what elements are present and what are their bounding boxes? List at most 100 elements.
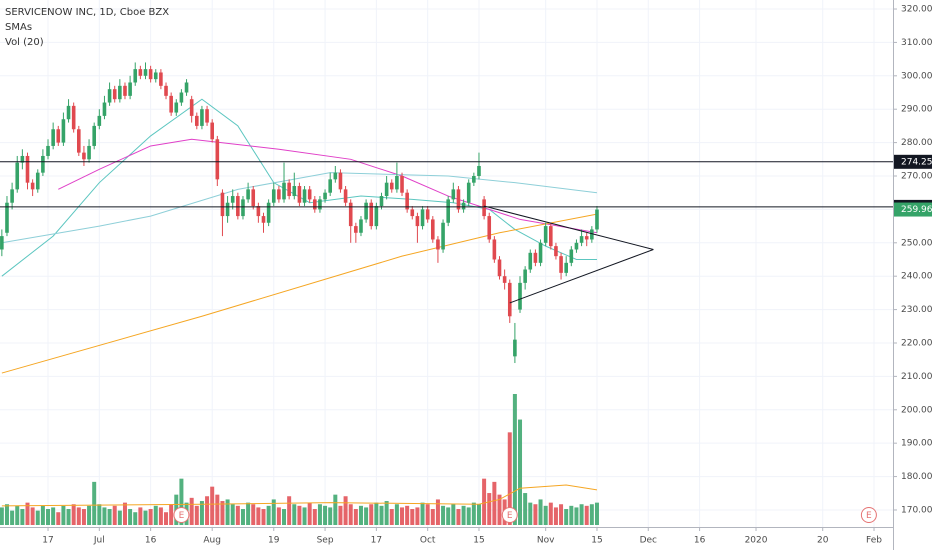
candle-body: [323, 192, 327, 200]
volume-bar: [302, 507, 307, 525]
candle-body: [538, 242, 543, 263]
candle-body: [143, 69, 148, 76]
x-tick-label: 15: [591, 536, 602, 546]
volume-bar: [400, 507, 405, 525]
event-label: E: [179, 511, 185, 521]
volume-bar: [317, 504, 322, 525]
candle-body: [230, 196, 235, 203]
candle-body: [318, 199, 322, 210]
volume-bar: [51, 507, 56, 525]
trendline: [483, 205, 654, 250]
candle-body: [287, 182, 291, 197]
x-tick-label: Sep: [317, 536, 334, 546]
volume-bar: [589, 504, 594, 525]
candle-body: [46, 145, 50, 156]
volume-bar: [420, 502, 425, 525]
candle-body: [10, 189, 14, 203]
volume-bar: [122, 502, 127, 525]
volume-bar: [194, 505, 199, 525]
candle-body: [466, 182, 471, 203]
volume-bar: [543, 505, 548, 525]
x-tick-label: 16: [145, 536, 157, 546]
candle-body: [123, 85, 127, 96]
x-tick-label: Dec: [640, 536, 657, 546]
volume-ma-line: [1, 484, 598, 507]
candle-body: [533, 252, 538, 263]
volume-bar: [569, 505, 574, 525]
candle-body: [472, 176, 476, 183]
volume-bar: [138, 507, 143, 525]
x-tick-label: Aug: [203, 536, 221, 546]
candle-body: [461, 202, 466, 210]
volume-bar: [364, 507, 369, 525]
volume-bar: [333, 494, 338, 525]
volume-bar: [30, 507, 35, 525]
candle-body: [364, 202, 368, 220]
x-tick-label: 19: [268, 536, 280, 546]
candle-body: [584, 236, 589, 240]
candle-body: [492, 239, 497, 260]
candle-body: [66, 105, 71, 120]
volume-bar: [35, 510, 40, 525]
volume-bar: [369, 504, 374, 525]
volume-bar: [533, 504, 538, 525]
volume-bar: [343, 496, 348, 525]
volume-bar: [230, 504, 235, 525]
candle-body: [497, 259, 502, 277]
volume-bar: [487, 493, 492, 525]
candle-body: [354, 226, 358, 233]
volume-bar: [76, 507, 81, 525]
event-marker: [173, 507, 190, 523]
volume-bar: [456, 509, 461, 525]
candle-body: [56, 129, 61, 143]
candle-body: [482, 199, 486, 217]
candle-body: [389, 182, 394, 190]
volume-bar: [117, 510, 122, 525]
volume-bar: [441, 505, 446, 525]
x-tick-label: Nov: [537, 536, 555, 546]
volume-bar: [235, 505, 240, 525]
candle-body: [292, 186, 297, 197]
candle-body: [569, 249, 574, 263]
candle-body: [82, 152, 86, 160]
x-tick-label: 17: [371, 536, 382, 546]
volume-bar: [307, 502, 312, 525]
last-price-label: 259.96: [901, 205, 932, 215]
candle-body: [133, 69, 138, 83]
volume-bar: [246, 502, 251, 525]
volume-bar: [153, 505, 158, 525]
volume-bar: [179, 478, 184, 525]
event-marker: [501, 507, 518, 523]
candle-body: [184, 82, 189, 93]
volume-bar: [512, 394, 517, 525]
volume-bar: [430, 509, 435, 525]
candle-body: [112, 89, 117, 100]
volume-bar: [312, 509, 317, 525]
candle-body: [420, 209, 425, 227]
candle-body: [446, 199, 450, 223]
candle-body: [328, 179, 332, 193]
volume-bar: [164, 512, 169, 525]
volume-bar: [482, 478, 487, 525]
candle-body: [87, 145, 91, 160]
event-marker: [860, 507, 877, 523]
candle-body: [313, 199, 317, 210]
volume-bar: [107, 509, 112, 525]
event-label: E: [866, 511, 872, 521]
y-tick-label: 240.00: [901, 272, 932, 282]
candle-body: [41, 155, 45, 173]
volume-bar: [210, 486, 215, 525]
volume-bar: [358, 505, 363, 525]
y-tick-label: 180.00: [901, 472, 932, 482]
candle-body: [153, 72, 158, 80]
volume-bar: [553, 507, 558, 525]
candle-body: [441, 222, 445, 250]
volume-bar: [112, 505, 117, 525]
level-tag: [894, 154, 932, 169]
y-tick-label: 210.00: [901, 372, 932, 382]
candle-body: [307, 189, 312, 200]
candle-body: [169, 95, 173, 113]
candle-body: [277, 189, 281, 200]
